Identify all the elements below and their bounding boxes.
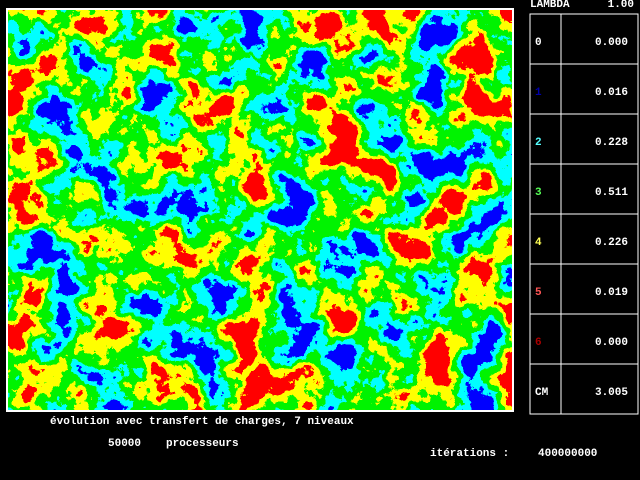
lambda-value: 1.00 <box>608 0 634 11</box>
iterations-value: 400000000 <box>538 448 597 460</box>
level-label: CM <box>535 387 549 399</box>
lambda-label: LAMBDA <box>530 0 570 11</box>
level-value: 0.019 <box>595 287 628 299</box>
level-value: 0.511 <box>595 187 628 199</box>
level-table: 0 0.000 1 0.016 2 0.228 3 0.511 4 0.226 5 0.019 6 0.0… <box>529 13 639 415</box>
field-border <box>6 8 514 412</box>
level-label: 2 <box>535 137 542 149</box>
caption: évolution avec transfert de charges, 7 n… <box>50 416 354 428</box>
level-value: 0.000 <box>595 37 628 49</box>
level-label: 5 <box>535 287 542 299</box>
simulation-field <box>8 10 512 410</box>
level-label: 6 <box>535 337 542 349</box>
level-value: 0.016 <box>595 87 628 99</box>
level-label: 4 <box>535 237 542 249</box>
level-value: 3.005 <box>595 387 628 399</box>
level-value: 0.000 <box>595 337 628 349</box>
level-label: 0 <box>535 37 542 49</box>
processor-count: 50000 <box>108 438 141 450</box>
level-label: 1 <box>535 87 542 99</box>
level-label: 3 <box>535 187 542 199</box>
level-value: 0.228 <box>595 137 628 149</box>
level-value: 0.226 <box>595 237 628 249</box>
processor-label: processeurs <box>166 438 239 450</box>
iterations-label: itérations : <box>430 448 509 460</box>
